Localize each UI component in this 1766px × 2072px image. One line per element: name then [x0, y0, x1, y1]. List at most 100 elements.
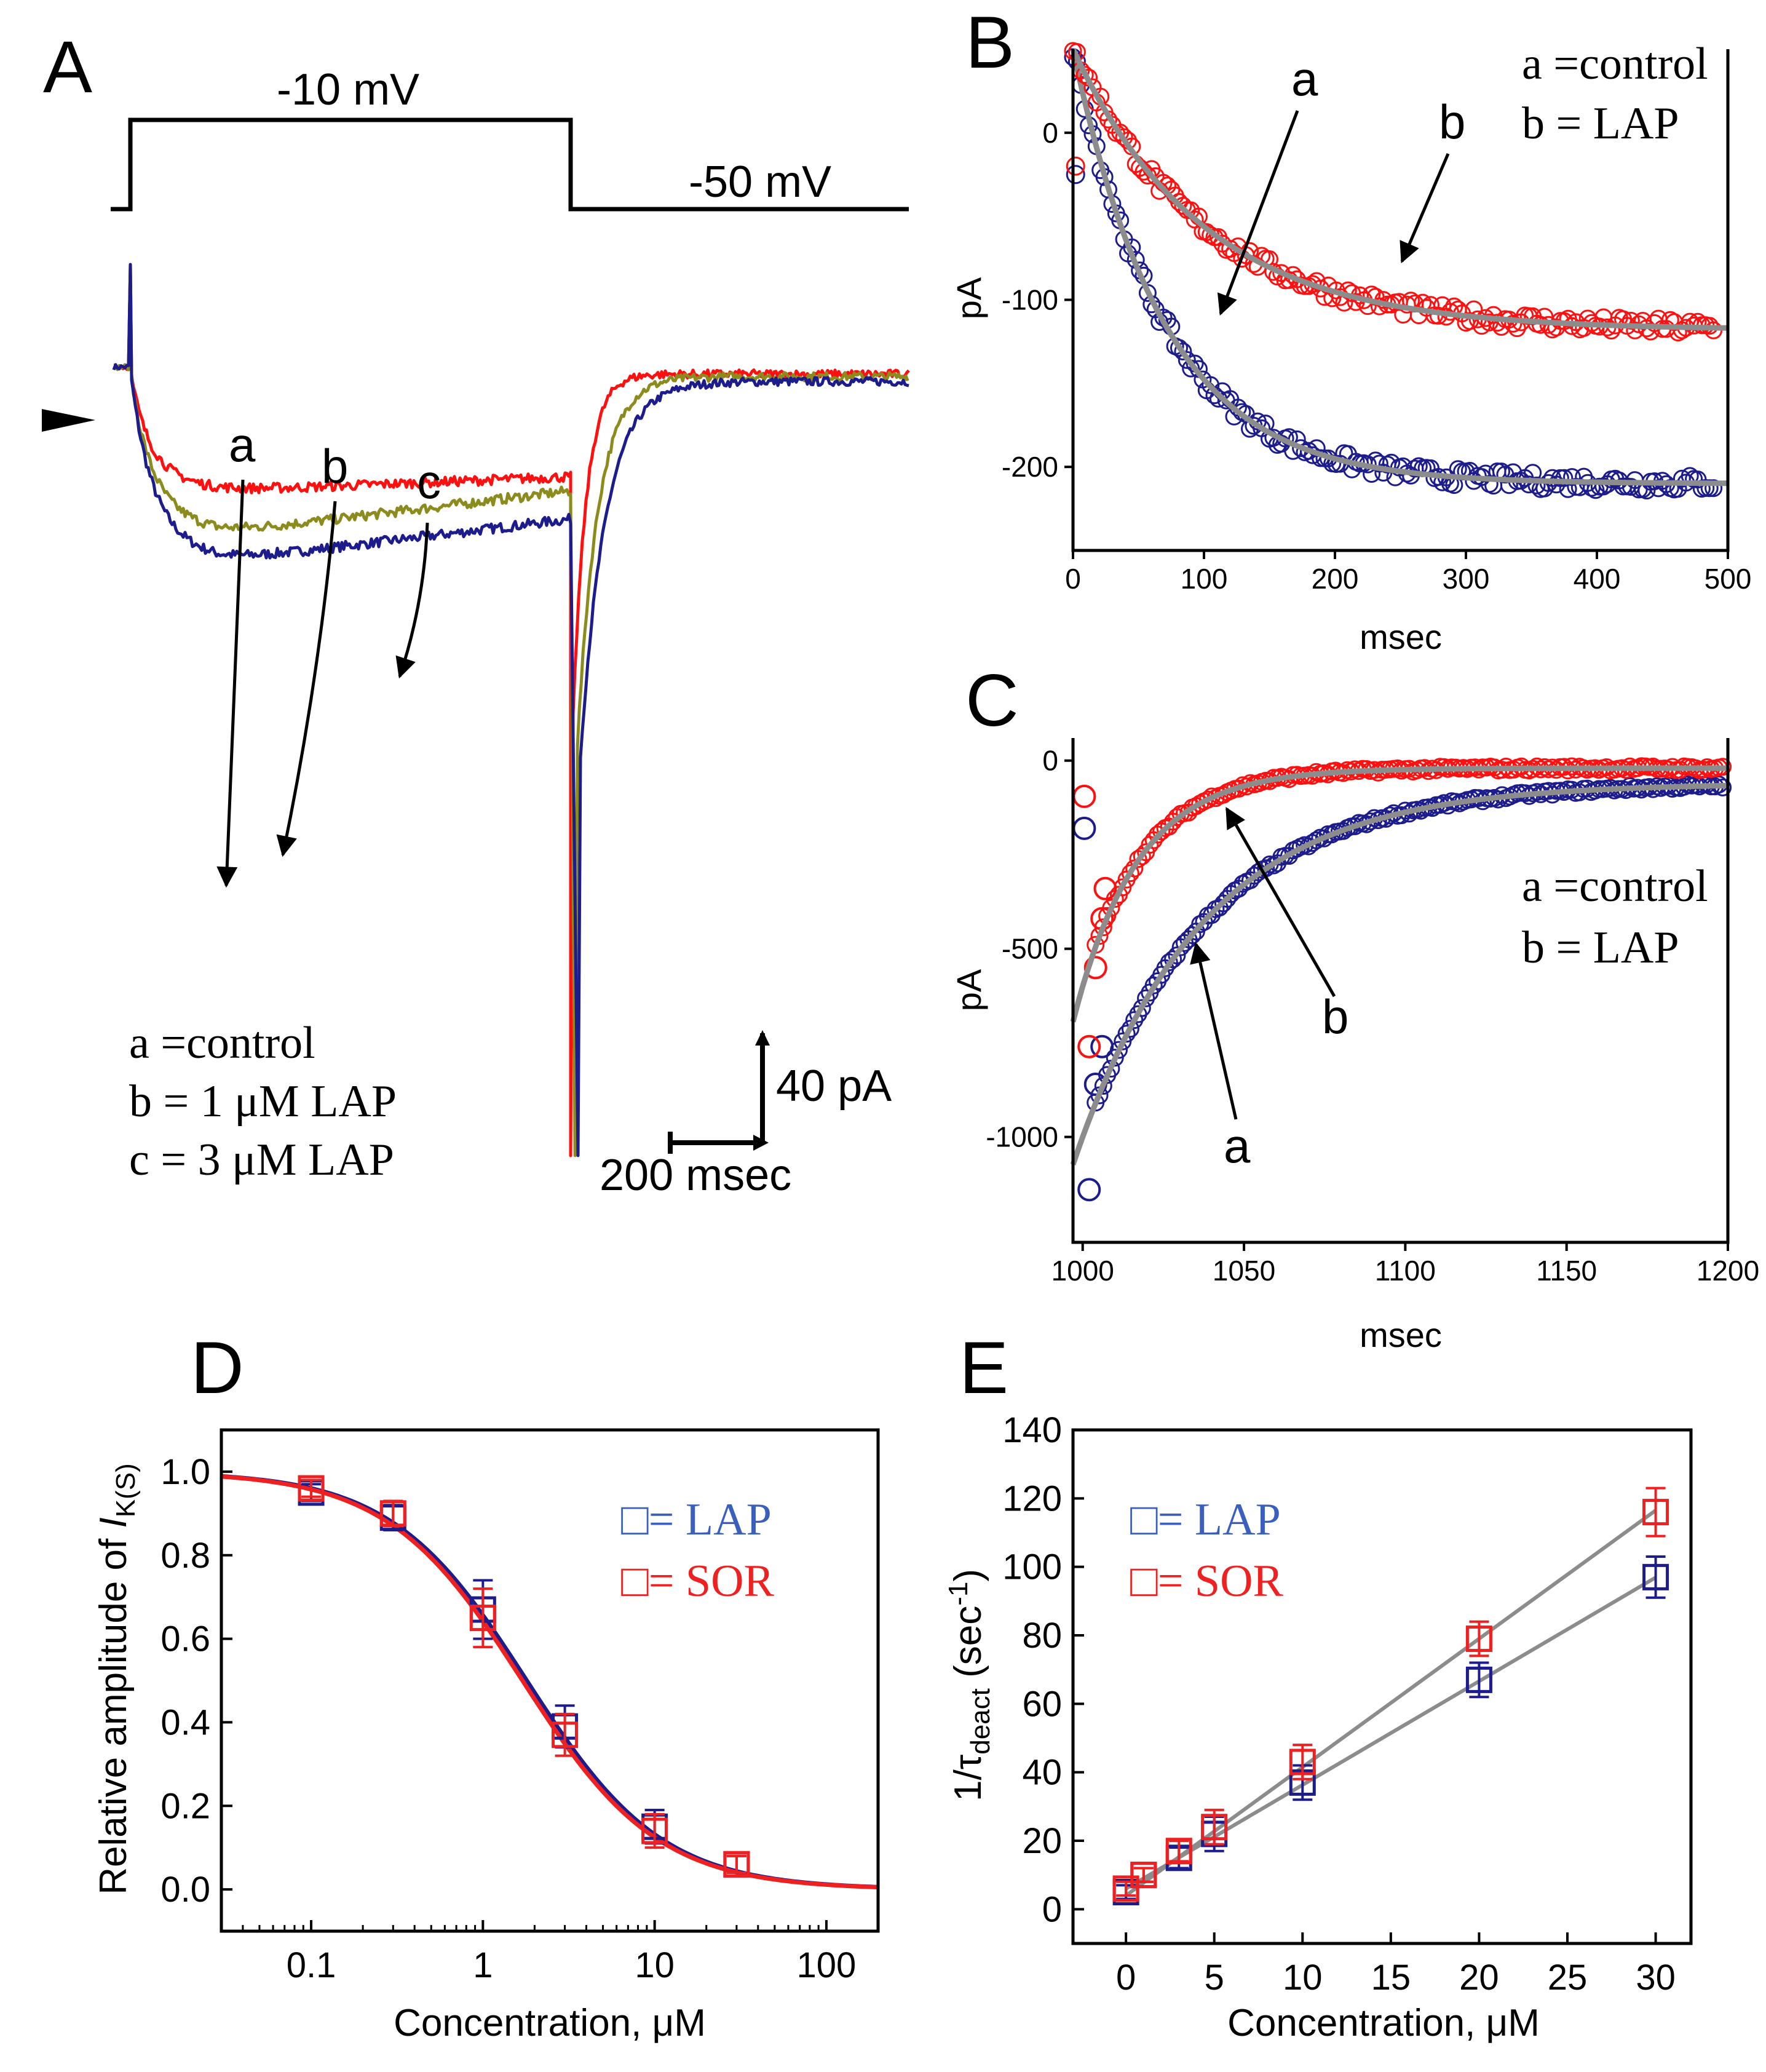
- panel-c-xtick-label: 1000: [1051, 1255, 1114, 1287]
- panel-c-point-b: [1072, 784, 1096, 808]
- panel-b-point-a: [1066, 165, 1085, 185]
- panel-d-errorbar-SOR: [726, 1854, 746, 1874]
- panel-b-point-a: [1705, 479, 1723, 498]
- panel-e-xlabel: Concentration, μM: [1227, 2002, 1540, 2044]
- panel-c-marks: [1070, 757, 1732, 1202]
- panel-c: C 1000 1050 1100 1150 1200 0 -500 -1000 msec pA…: [949, 659, 1759, 1354]
- panel-c-frame: [1071, 738, 1730, 1244]
- panel-d-point-SOR: [298, 1475, 325, 1502]
- panel-e-xtick-label: 10: [1283, 1958, 1323, 1998]
- panel-c-xlabel: msec: [1360, 1316, 1442, 1354]
- panel-e-point-LAP: [1465, 1666, 1492, 1693]
- panel-b-arrow-a: [1217, 110, 1299, 316]
- panel-e-xtick-label: 30: [1636, 1958, 1676, 1998]
- panel-b: B 0 100 200 300 400 500 0 -100 -200 msec pA a =c…: [949, 1, 1751, 656]
- panel-b-point-a: [1555, 469, 1574, 487]
- panel-d-ytick-label: 0.6: [160, 1619, 210, 1659]
- panel-e-point-SOR: [1112, 1875, 1139, 1902]
- panel-d-xtick-label: 1: [473, 1945, 493, 1985]
- panel-b-xtick-label: 500: [1705, 563, 1752, 595]
- panel-b-xtick-label: 0: [1065, 563, 1081, 595]
- panel-c-point-b: [1121, 864, 1139, 883]
- panel-c-label: C: [965, 659, 1019, 742]
- panel-b-xlabel: msec: [1360, 617, 1442, 656]
- panel-c-point-b: [1198, 790, 1217, 809]
- panel-c-point-a: [1121, 1020, 1139, 1038]
- panel-b-ytick-label: -200: [1002, 451, 1058, 483]
- legend-c: c = 3 μM LAP: [129, 1135, 394, 1185]
- panel-d-fit-LAP: [221, 1474, 878, 1889]
- panel-a-label: A: [43, 26, 92, 108]
- scale-bar: [670, 1033, 765, 1145]
- panel-d-ytick-label: 0.8: [160, 1536, 210, 1576]
- panel-c-point-b: [1093, 876, 1117, 900]
- panel-c-ytick-label: -1000: [986, 1121, 1058, 1153]
- panel-c-legend-b: b = LAP: [1522, 923, 1679, 973]
- panel-e-ytick-label: 80: [1022, 1616, 1062, 1656]
- panel-e-ytick-label: 60: [1022, 1684, 1062, 1724]
- panel-b-legend-b: b = LAP: [1522, 98, 1679, 149]
- panel-e-point-LAP: [1642, 1563, 1669, 1590]
- panel-b-point-a: [1527, 476, 1546, 494]
- panel-b-arrow-b: [1400, 153, 1450, 264]
- panel-e-point-SOR: [1642, 1499, 1669, 1526]
- panel-b-legend-a: a =control: [1522, 39, 1708, 89]
- trace-c-3uM-lap: [113, 263, 910, 1157]
- panel-e-label: E: [959, 1327, 1008, 1409]
- panel-b-marks: [1064, 42, 1728, 500]
- panel-e-xtick-label: 15: [1371, 1958, 1411, 1998]
- panel-e-ylabel: 1/τdeact (sec-1): [943, 1569, 996, 1801]
- panel-d-ylabel: Relative amplitude of IK(S): [92, 1463, 141, 1894]
- panel-e-ytick-label: 40: [1022, 1753, 1062, 1793]
- panel-e-xtick-label: 25: [1548, 1958, 1588, 1998]
- panel-b-point-b: [1504, 314, 1522, 333]
- panel-e-ytick-label: 140: [1002, 1410, 1062, 1450]
- panel-a: A -10 mV -50 mV a b c a =control b = 1 μ…: [42, 26, 910, 1200]
- panel-b-ylabel: pA: [949, 277, 988, 319]
- panel-b-point-b: [1066, 156, 1085, 176]
- panel-b-arrow-label-a: a: [1291, 52, 1318, 106]
- panel-d-xtick-label: 100: [797, 1945, 857, 1985]
- panel-c-ticks: 1000 1050 1100 1150 1200 0 -500 -1000: [986, 745, 1759, 1287]
- scale-bar-x-label: 200 msec: [600, 1151, 791, 1200]
- panel-c-point-a: [1077, 1178, 1101, 1202]
- panel-e-point-SOR: [1201, 1814, 1228, 1841]
- protocol-hold-label: -50 mV: [689, 157, 831, 207]
- panel-c-fit-a: [1070, 782, 1727, 1165]
- arrow-a: [216, 479, 245, 888]
- arrow-c: [395, 522, 429, 679]
- panel-c-xtick-label: 1050: [1213, 1255, 1275, 1287]
- panel-d-legend-sor: □= SOR: [621, 1556, 775, 1606]
- panel-b-point-a: [1178, 351, 1196, 369]
- panel-d-marks: [221, 1474, 878, 1889]
- panel-c-legend-a: a =control: [1522, 861, 1708, 911]
- panel-b-ticks: 0 100 200 300 400 500 0 -100 -200: [1002, 117, 1751, 595]
- panel-b-fit-a: [1070, 49, 1728, 486]
- panel-e-point-SOR: [1165, 1838, 1192, 1865]
- panel-e-point-SOR: [1289, 1748, 1316, 1776]
- panel-e-ytick-label: 20: [1022, 1821, 1062, 1861]
- panel-d-ytick-label: 0.0: [160, 1870, 210, 1910]
- panel-b-label: B: [965, 1, 1015, 84]
- panel-e-ytick-label: 120: [1002, 1479, 1062, 1518]
- panel-c-point-b: [1077, 1034, 1101, 1058]
- panel-c-arrow-a: [1190, 942, 1238, 1120]
- panel-d-point-SOR: [723, 1851, 750, 1878]
- panel-c-ylabel: pA: [949, 969, 988, 1011]
- panel-c-fit-b: [1070, 765, 1727, 1023]
- panel-c-xtick-label: 1100: [1375, 1255, 1436, 1287]
- panel-e-errorbar-SOR: [1645, 1487, 1666, 1538]
- panel-d-point-SOR: [379, 1500, 406, 1527]
- panel-d-ytick-label: 0.2: [160, 1786, 210, 1826]
- panel-e-legend-lap: □= LAP: [1130, 1494, 1281, 1545]
- panel-d-errorbar-SOR: [301, 1479, 322, 1498]
- panel-b-xtick-label: 300: [1443, 563, 1490, 595]
- panel-c-xtick-label: 1200: [1697, 1255, 1759, 1287]
- panel-b-ytick-label: 0: [1042, 117, 1058, 149]
- panel-e-ticks: 0 5 10 15 20 25 30 0 20 40 60 80 100 120 140: [1002, 1410, 1676, 1998]
- panel-c-point-a: [1072, 816, 1096, 840]
- panel-c-ytick-label: 0: [1042, 745, 1058, 777]
- panel-e-ytick-label: 0: [1042, 1889, 1062, 1929]
- panel-e: E 0 5 10 15 20 25 30 0 20 40 60 80 100 120 140 Concent…: [943, 1327, 1693, 2044]
